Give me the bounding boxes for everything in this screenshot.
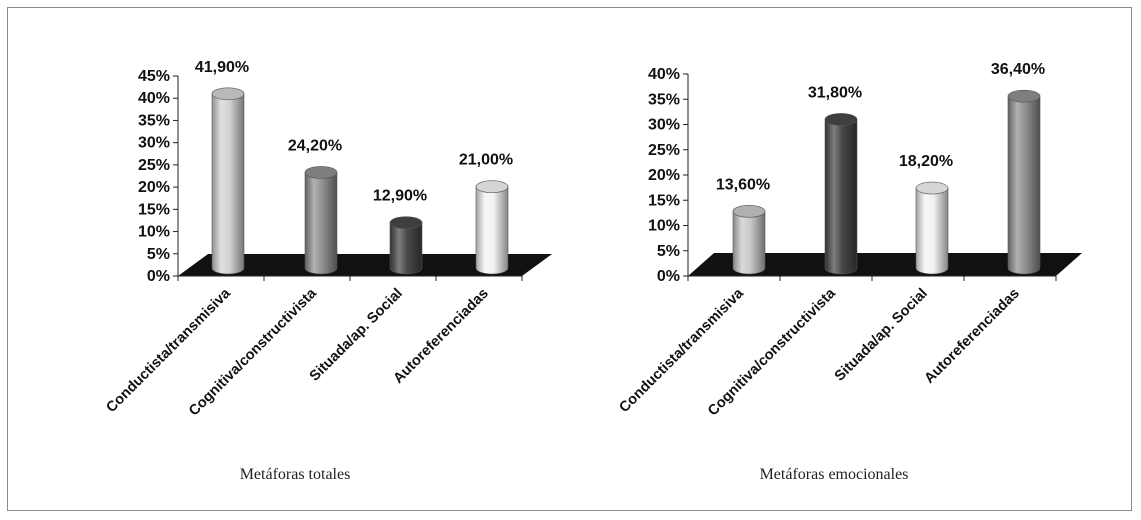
bar-top <box>1007 89 1041 103</box>
x-category-label: Autoreferenciadas <box>390 286 491 387</box>
y-tick-label: 15% <box>648 192 680 209</box>
bar-body <box>211 93 245 275</box>
data-label: 36,40% <box>991 61 1045 78</box>
bar-4 <box>1007 89 1041 275</box>
bar-body <box>475 186 509 275</box>
y-tick-label: 20% <box>648 167 680 184</box>
bar-top <box>389 216 423 229</box>
y-tick-label: 25% <box>138 157 170 174</box>
bar-body <box>304 172 338 275</box>
chart-floor <box>688 253 1082 276</box>
bar-top <box>824 113 858 126</box>
y-tick-label: 10% <box>138 224 170 241</box>
data-label: 18,20% <box>899 153 953 170</box>
bar-body <box>732 211 766 275</box>
y-tick-label: 30% <box>648 117 680 134</box>
bar-top <box>304 166 338 179</box>
y-tick-label: 40% <box>138 90 170 107</box>
chart-metaforas-totales: 0% 5% 10% 15% 20% 25% 30% 35% 40% 45% 41,90% 24,20%… <box>103 59 552 419</box>
x-category-label: Autoreferenciadas <box>921 286 1022 387</box>
y-tick-label: 15% <box>138 201 170 218</box>
y-tick-label: 0% <box>657 268 680 285</box>
bar-top <box>732 205 766 218</box>
bar-body <box>1007 95 1041 275</box>
chart-floor <box>178 254 552 276</box>
bar-2 <box>304 166 338 275</box>
data-label: 41,90% <box>195 59 249 76</box>
y-tick-label: 5% <box>657 243 680 260</box>
x-category-label: Situada/ap. Social <box>307 286 406 385</box>
x-category-label: Situada/ap. Social <box>832 286 931 385</box>
data-label: 24,20% <box>288 137 342 154</box>
bar-body <box>824 119 858 275</box>
y-tick-label: 45% <box>138 68 170 85</box>
chart-metaforas-emocionales: 0% 5% 10% 15% 20% 25% 30% 35% 40% 13,60% 31,80% 18,… <box>616 61 1082 419</box>
bar-1 <box>732 205 766 275</box>
bar-3 <box>915 181 949 275</box>
caption-metaforas-emocionales: Metáforas emocionales <box>760 466 909 483</box>
data-label: 12,90% <box>373 188 427 205</box>
bar-body <box>389 222 423 275</box>
y-tick-label: 5% <box>147 246 170 263</box>
data-label: 13,60% <box>716 176 770 193</box>
bar-body <box>915 187 949 275</box>
data-label: 21,00% <box>459 152 513 169</box>
bar-top <box>915 181 949 195</box>
bar-top <box>211 87 245 101</box>
y-tick-label: 35% <box>138 112 170 129</box>
y-tick-label: 20% <box>138 179 170 196</box>
y-tick-label: 25% <box>648 142 680 159</box>
bar-4 <box>475 180 509 275</box>
y-tick-label: 30% <box>138 135 170 152</box>
y-tick-label: 40% <box>648 66 680 83</box>
y-tick-label: 10% <box>648 218 680 235</box>
caption-metaforas-totales: Metáforas totales <box>240 466 351 483</box>
bar-3 <box>389 216 423 275</box>
bar-2 <box>824 113 858 275</box>
bar-1 <box>211 87 245 275</box>
bar-top <box>475 180 509 193</box>
y-tick-label: 0% <box>147 268 170 285</box>
data-label: 31,80% <box>808 84 862 101</box>
y-tick-label: 35% <box>648 91 680 108</box>
